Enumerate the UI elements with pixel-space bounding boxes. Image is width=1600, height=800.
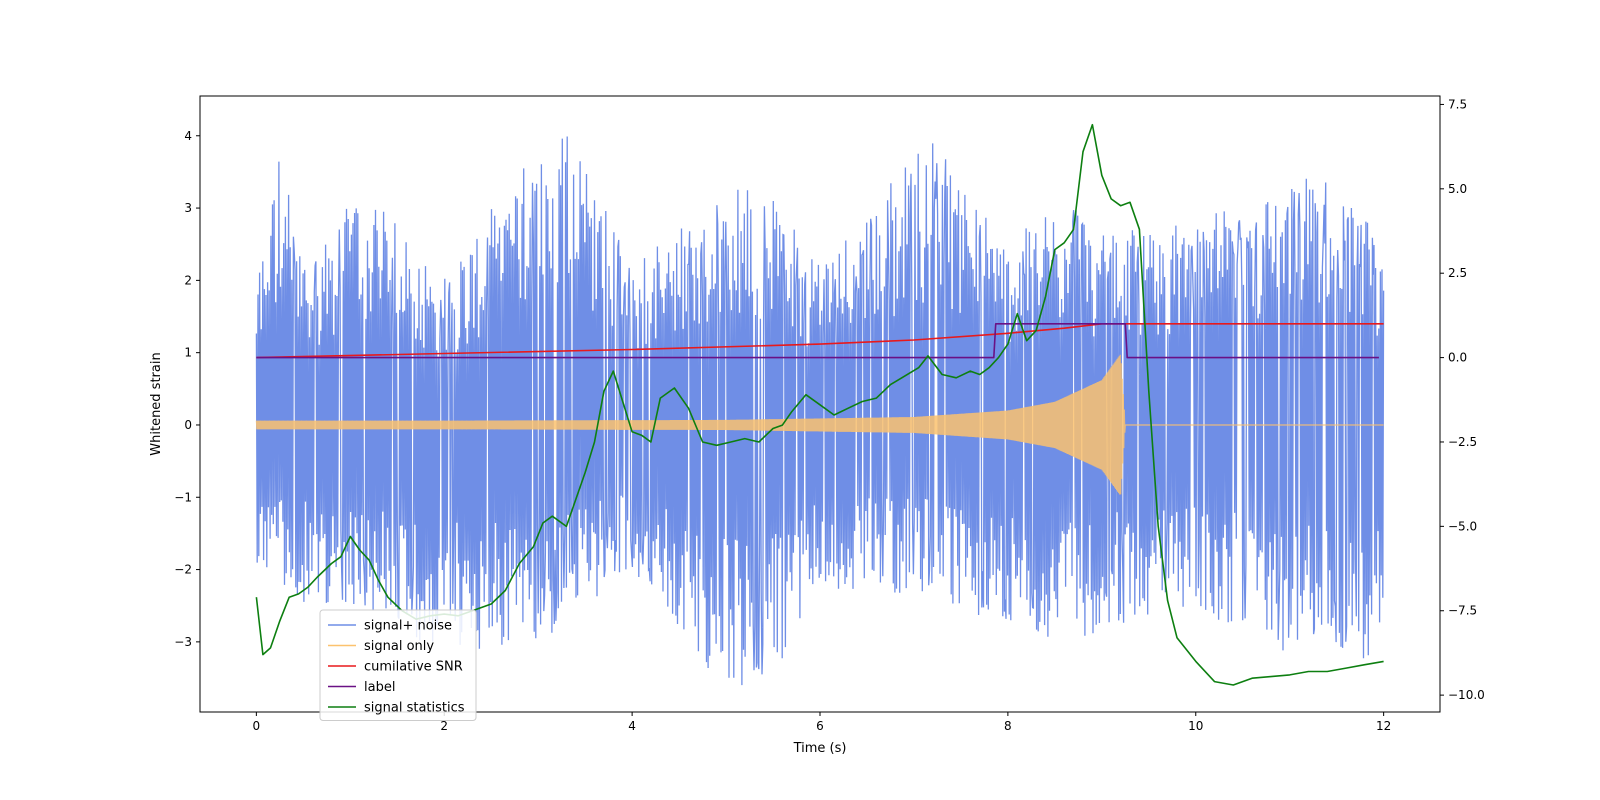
- y2-tick-label: −5.0: [1448, 519, 1477, 533]
- y-tick-label: −1: [174, 490, 192, 504]
- y-tick-label: 0: [184, 418, 192, 432]
- y2-tick-label: −2.5: [1448, 435, 1477, 449]
- x-tick-label: 4: [628, 719, 636, 733]
- legend: signal+ noise signal only cumilative SNR la…: [319, 609, 477, 721]
- y-tick-label: 4: [184, 129, 192, 143]
- noise-line: [255, 136, 1385, 686]
- legend-label: signal statistics: [364, 701, 465, 716]
- y-tick-label: 2: [184, 273, 192, 287]
- chirp-line: [255, 354, 1384, 495]
- y2-tick-label: −10.0: [1448, 688, 1485, 702]
- y2-tick-label: −7.5: [1448, 604, 1477, 618]
- y-tick-label: −3: [174, 635, 192, 649]
- series-signal-only: [255, 354, 1384, 495]
- x-tick-label: 8: [1004, 719, 1012, 733]
- x-tick-label: 2: [440, 719, 448, 733]
- y2-tick-label: 2.5: [1448, 266, 1467, 280]
- y-axis-label: Whitened strain: [149, 352, 164, 455]
- x-tick-label: 0: [253, 719, 261, 733]
- y-axis-right: −10.0 −7.5 −5.0 −2.5 0.0 2.5 5.0 7.5: [1440, 97, 1485, 702]
- x-tick-label: 6: [816, 719, 824, 733]
- y-tick-label: −2: [174, 563, 192, 577]
- x-tick-label: 10: [1188, 719, 1203, 733]
- legend-label: label: [364, 680, 395, 695]
- series-signal-noise: [255, 136, 1385, 686]
- legend-label: cumilative SNR: [364, 660, 463, 675]
- y-tick-label: 1: [184, 346, 192, 360]
- y2-tick-label: 5.0: [1448, 182, 1467, 196]
- series-line: [256, 323, 1379, 359]
- legend-box: [319, 609, 477, 721]
- y-tick-label: 3: [184, 201, 192, 215]
- x-axis-label: Time (s): [793, 741, 847, 756]
- y2-tick-label: 7.5: [1448, 97, 1467, 111]
- y2-tick-label: 0.0: [1448, 351, 1467, 365]
- series-label: [256, 323, 1379, 359]
- y-axis-left: −3 −2 −1 0 1 2 3 4: [174, 129, 200, 649]
- series-layer: [255, 123, 1385, 686]
- x-tick-label: 12: [1376, 719, 1391, 733]
- legend-label: signal+ noise: [364, 619, 452, 634]
- legend-label: signal only: [364, 639, 434, 654]
